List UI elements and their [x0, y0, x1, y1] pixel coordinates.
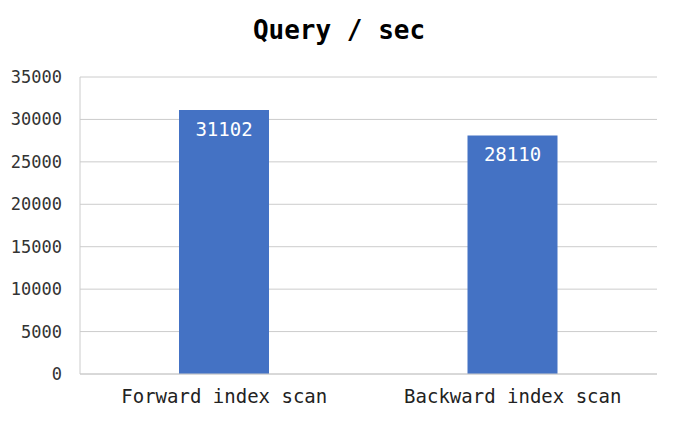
svg-text:20000: 20000	[11, 194, 62, 214]
svg-text:28110: 28110	[484, 143, 541, 165]
svg-text:10000: 10000	[11, 279, 62, 299]
svg-text:Backward index scan: Backward index scan	[404, 385, 621, 407]
html-text:Query / sec: Query / sec	[252, 15, 426, 45]
svg-text:Forward index scan: Forward index scan	[121, 385, 327, 407]
svg-text:31102: 31102	[195, 118, 252, 140]
svg-text:30000: 30000	[11, 109, 62, 129]
svg-text:15000: 15000	[11, 237, 62, 257]
svg-text:0: 0	[52, 364, 62, 384]
svg-text:25000: 25000	[11, 152, 62, 172]
svg-text:35000: 35000	[11, 67, 62, 87]
svg-text:5000: 5000	[21, 322, 62, 342]
